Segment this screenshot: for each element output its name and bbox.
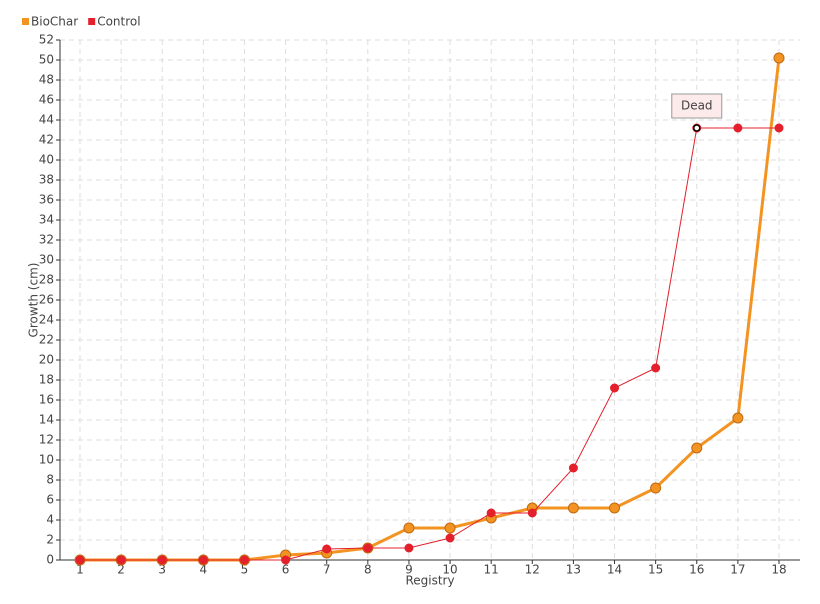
x-tick-label: 5 bbox=[241, 563, 249, 577]
data-point bbox=[486, 508, 496, 518]
x-tick-label: 10 bbox=[442, 563, 457, 577]
y-tick-label: 44 bbox=[39, 113, 54, 127]
data-point bbox=[239, 555, 249, 565]
y-tick-label: 42 bbox=[39, 133, 54, 147]
x-tick-label: 17 bbox=[730, 563, 745, 577]
y-tick-label: 46 bbox=[39, 93, 54, 107]
y-tick-label: 48 bbox=[39, 73, 54, 87]
x-tick-label: 7 bbox=[323, 563, 331, 577]
series-line bbox=[80, 127, 779, 561]
data-point bbox=[733, 123, 743, 133]
data-point bbox=[403, 522, 415, 534]
y-tick-label: 26 bbox=[39, 293, 54, 307]
data-point bbox=[609, 502, 621, 514]
y-tick-label: 28 bbox=[39, 273, 54, 287]
x-tick-label: 14 bbox=[607, 563, 622, 577]
legend-swatch bbox=[88, 18, 96, 25]
x-tick-label: 13 bbox=[566, 563, 581, 577]
data-point bbox=[650, 482, 662, 494]
legend-label: Control bbox=[97, 15, 140, 29]
legend-item[interactable]: Control bbox=[88, 15, 141, 29]
y-tick-label: 52 bbox=[39, 33, 54, 47]
series-line bbox=[80, 57, 781, 562]
data-point bbox=[116, 555, 126, 565]
data-point bbox=[567, 502, 579, 514]
annotation-box bbox=[671, 93, 723, 119]
y-tick-label: 22 bbox=[39, 333, 54, 347]
y-tick-label: 4 bbox=[46, 513, 54, 527]
x-tick-label: 18 bbox=[771, 563, 786, 577]
x-tick-label: 11 bbox=[484, 563, 499, 577]
x-tick-label: 3 bbox=[158, 563, 166, 577]
y-tick-label: 18 bbox=[39, 373, 54, 387]
y-tick-label: 10 bbox=[39, 453, 54, 467]
data-point bbox=[281, 555, 291, 565]
x-tick-label: 1 bbox=[76, 563, 84, 577]
annotation-point bbox=[693, 124, 701, 132]
y-tick-label: 50 bbox=[39, 53, 54, 67]
data-point bbox=[445, 533, 455, 543]
data-point bbox=[651, 363, 661, 373]
data-point bbox=[773, 52, 785, 64]
x-tick-label: 16 bbox=[689, 563, 704, 577]
y-tick-label: 40 bbox=[39, 153, 54, 167]
y-tick-label: 12 bbox=[39, 433, 54, 447]
x-axis-title: Registry bbox=[405, 574, 454, 588]
y-tick-label: 14 bbox=[39, 413, 54, 427]
y-tick-label: 8 bbox=[46, 473, 54, 487]
data-point bbox=[157, 555, 167, 565]
data-point bbox=[444, 522, 456, 534]
y-tick-label: 6 bbox=[46, 493, 54, 507]
y-tick-label: 0 bbox=[46, 553, 54, 567]
data-point bbox=[322, 544, 332, 554]
y-axis-title: Growth (cm) bbox=[27, 263, 41, 338]
x-tick-label: 15 bbox=[648, 563, 663, 577]
legend-swatch bbox=[22, 18, 29, 25]
y-tick-label: 24 bbox=[39, 313, 54, 327]
x-tick-label: 9 bbox=[405, 563, 413, 577]
data-point bbox=[75, 555, 85, 565]
x-tick-label: 12 bbox=[525, 563, 540, 577]
x-tick-label: 6 bbox=[282, 563, 290, 577]
data-point bbox=[568, 463, 578, 473]
y-tick-label: 2 bbox=[46, 533, 54, 547]
y-tick-label: 36 bbox=[39, 193, 54, 207]
y-tick-label: 30 bbox=[39, 253, 54, 267]
data-point bbox=[610, 383, 620, 393]
x-tick-label: 4 bbox=[200, 563, 208, 577]
y-tick-label: 38 bbox=[39, 173, 54, 187]
data-point bbox=[527, 508, 537, 518]
data-point bbox=[198, 555, 208, 565]
data-point bbox=[404, 543, 414, 553]
x-tick-label: 2 bbox=[117, 563, 125, 577]
data-point bbox=[774, 123, 784, 133]
legend-label: BioChar bbox=[31, 15, 78, 29]
y-tick-label: 20 bbox=[39, 353, 54, 367]
y-tick-label: 16 bbox=[39, 393, 54, 407]
data-point bbox=[691, 442, 703, 454]
x-tick-label: 8 bbox=[364, 563, 372, 577]
legend-item[interactable]: BioChar bbox=[22, 15, 78, 29]
data-point bbox=[363, 543, 373, 553]
y-tick-label: 34 bbox=[39, 213, 54, 227]
y-tick-label: 32 bbox=[39, 233, 54, 247]
data-point bbox=[732, 412, 744, 424]
annotation-text: Dead bbox=[681, 99, 713, 113]
